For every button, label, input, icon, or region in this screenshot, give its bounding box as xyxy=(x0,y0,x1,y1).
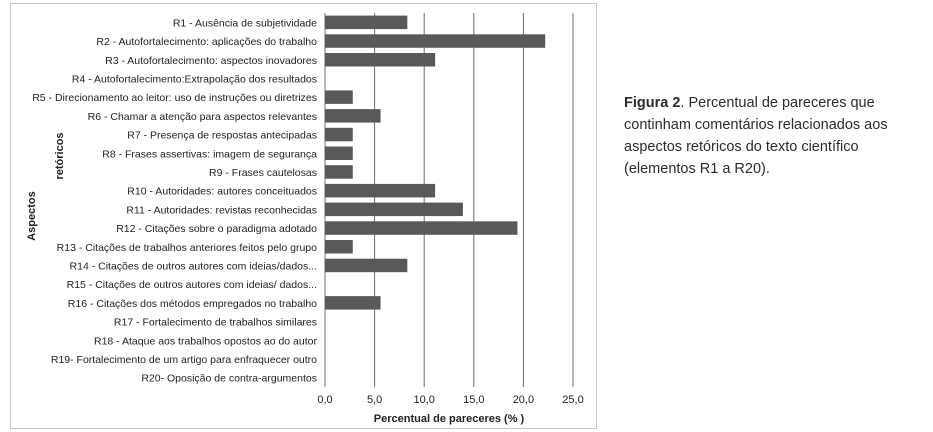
caption-text: . Percentual de pareceres que continham … xyxy=(624,95,888,177)
category-label: R5 - Direcionamento ao leitor: uso de in… xyxy=(32,92,317,104)
bar xyxy=(325,53,436,67)
bar xyxy=(325,109,381,123)
category-label: R1 - Ausência de subjetividade xyxy=(173,17,317,29)
x-tick-label: 25,0 xyxy=(562,394,583,406)
category-label: R6 - Chamar a atenção para aspectos rele… xyxy=(88,111,317,123)
figure-caption: Figura 2. Percentual de pareceres que co… xyxy=(624,92,929,180)
category-label: R14 - Citações de outros autores com ide… xyxy=(70,260,317,272)
caption-label: Figura 2 xyxy=(624,95,681,111)
bar xyxy=(325,127,353,142)
bar xyxy=(325,146,353,160)
category-label: R16 - Citações dos métodos empregados no… xyxy=(68,298,317,310)
bar xyxy=(325,202,463,217)
bar xyxy=(325,15,408,30)
bar xyxy=(325,240,353,254)
bar xyxy=(325,183,436,198)
category-label: R10 - Autoridades: autores conceituados xyxy=(127,186,317,198)
x-tick-label: 10,0 xyxy=(413,394,434,406)
x-axis-title: Percentual de pareceres (% ) xyxy=(374,413,525,425)
y-axis-title-line2: retóricos xyxy=(54,132,66,179)
category-label: R11 - Autoridades: revistas reconhecidas xyxy=(126,204,317,216)
category-label: R19- Fortalecimento de um artigo para en… xyxy=(51,354,317,366)
category-label: R2 - Autofortalecimento: aplicações do t… xyxy=(96,36,317,48)
bar xyxy=(325,90,353,104)
bar xyxy=(325,34,546,48)
category-label: R13 - Citações de trabalhos anteriores f… xyxy=(57,242,317,254)
x-tick-label: 5,0 xyxy=(367,394,382,406)
bar xyxy=(325,165,353,179)
category-label: R4 - Autofortalecimento:Extrapolação dos… xyxy=(72,73,317,85)
category-label: R17 - Fortalecimento de trabalhos simila… xyxy=(114,317,317,329)
y-axis-title: Aspectos xyxy=(26,191,38,241)
category-label: R12 - Citações sobre o paradigma adotado xyxy=(116,223,317,235)
category-label: R15 - Citações de outros autores com ide… xyxy=(67,279,317,291)
chart-frame: 0,0 5,0 10,0 15,0 20,0 25,0 R1 - Ausência de s… xyxy=(10,3,597,429)
bar xyxy=(325,296,381,310)
bar xyxy=(325,221,518,235)
bar xyxy=(325,258,408,273)
category-label: R9 - Frases cautelosas xyxy=(209,167,317,179)
category-label: R8 - Frases assertivas: imagem de segura… xyxy=(102,148,317,160)
bar-chart: 0,0 5,0 10,0 15,0 20,0 25,0 R1 - Ausência de s… xyxy=(26,13,584,425)
x-tick-label: 20,0 xyxy=(513,394,534,406)
category-label: R3 - Autofortalecimento: aspectos inovad… xyxy=(105,55,317,67)
x-tick-label: 15,0 xyxy=(463,394,484,406)
category-label: R20- Oposição de contra-argumentos xyxy=(141,373,317,385)
category-label: R18 - Ataque aos trabalhos opostos ao do… xyxy=(94,335,317,347)
x-tick-label: 0,0 xyxy=(317,394,332,406)
category-label: R7 - Presença de respostas antecipadas xyxy=(127,130,317,142)
